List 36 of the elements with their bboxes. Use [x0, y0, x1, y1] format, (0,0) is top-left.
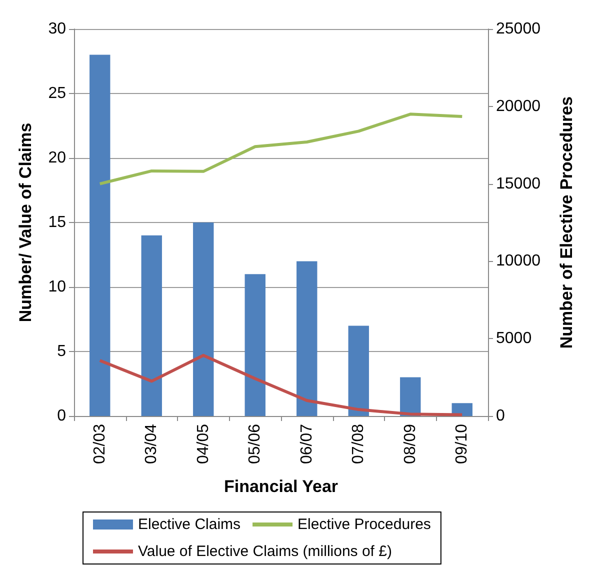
y2-tick-label: 20000: [496, 98, 541, 115]
y-tick-label: 10: [48, 278, 66, 296]
y-tick-label: 15: [48, 214, 66, 231]
bar: [348, 326, 369, 416]
x-tick-label: 07/08: [350, 424, 368, 464]
y2-tick-label: 0: [496, 408, 505, 424]
y-axis-title: Number/ Value of Claims: [16, 122, 35, 322]
y2-tick-label: 10000: [496, 252, 541, 270]
y-tick-label: 5: [57, 343, 66, 360]
y2-axis-title: Number of Elective Procedures: [557, 96, 576, 349]
y2-tick-label: 25000: [496, 20, 541, 38]
x-tick-label: 03/04: [143, 424, 160, 464]
bar: [141, 235, 162, 416]
bar: [90, 54, 110, 416]
bar: [296, 261, 318, 416]
x-axis-title: Financial Year: [224, 477, 338, 496]
bar: [244, 274, 266, 416]
bar: [400, 377, 421, 416]
x-tick-label: 02/03: [91, 424, 108, 464]
y-tick-label: 0: [57, 408, 66, 424]
y-tick-label: 25: [48, 85, 66, 102]
x-tick-label: 05/06: [246, 424, 264, 464]
line-series: [98, 354, 464, 416]
y-tick-label: 20: [48, 150, 66, 166]
x-tick-label: 06/07: [298, 424, 316, 464]
x-tick-label: 04/05: [194, 424, 212, 464]
y2-tick-label: 15000: [496, 175, 541, 192]
line-series: [98, 112, 464, 186]
y-tick-label: 30: [48, 20, 66, 38]
legend-label: Value of Elective Claims (millions of £): [138, 543, 392, 560]
legend-label: Elective Claims: [138, 516, 241, 533]
y2-tick-label: 5000: [496, 330, 532, 348]
legend-label: Elective Procedures: [298, 516, 431, 533]
x-tick-label: 09/10: [454, 424, 471, 464]
bar: [193, 222, 214, 416]
x-tick-label: 08/09: [402, 424, 419, 464]
